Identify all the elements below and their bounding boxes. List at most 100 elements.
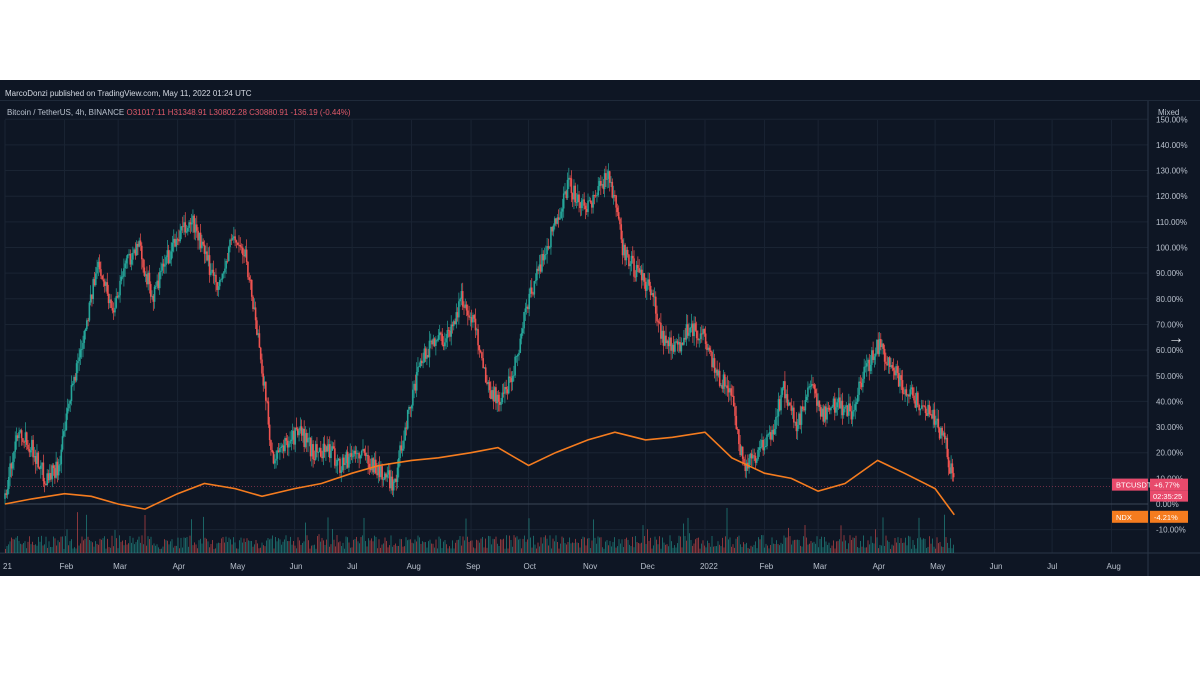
- candle-body: [78, 357, 80, 362]
- volume-bar: [627, 539, 629, 553]
- candle-body: [195, 224, 198, 231]
- volume-bar: [813, 541, 815, 553]
- candle-body: [523, 312, 525, 329]
- candle-body: [565, 191, 568, 199]
- candle-body: [250, 279, 253, 297]
- candle-body: [798, 413, 800, 426]
- chart-canvas[interactable]: -10.00%0.00%10.00%20.00%30.00%40.00%50.0…: [0, 80, 1200, 576]
- candle-body: [506, 389, 509, 394]
- candle-body: [286, 440, 289, 448]
- candle-body: [298, 430, 300, 436]
- symbol-name: Bitcoin / TetherUS, 4h, BINANCE: [7, 108, 125, 117]
- candle-body: [445, 338, 447, 343]
- volume-bar: [810, 540, 812, 553]
- volume-bar: [126, 544, 128, 553]
- volume-bar: [767, 545, 768, 553]
- candle-body: [781, 388, 784, 395]
- candle-body: [239, 244, 242, 247]
- candle-body: [162, 263, 165, 267]
- candle-body: [36, 452, 38, 464]
- candle-body: [629, 263, 631, 267]
- volume-bar: [431, 543, 432, 553]
- volume-bar: [837, 540, 839, 553]
- volume-bar: [60, 536, 62, 553]
- volume-bar: [653, 545, 654, 553]
- candle-body: [336, 459, 339, 466]
- volume-bar: [287, 541, 288, 553]
- candle-body: [541, 253, 543, 272]
- volume-bar: [546, 538, 548, 553]
- volume-bar: [359, 543, 360, 553]
- volume-bar: [522, 538, 524, 553]
- volume-bar: [915, 548, 917, 553]
- volume-bar: [242, 542, 243, 553]
- candle-body: [314, 444, 317, 460]
- volume-bar: [111, 535, 113, 553]
- candle-body: [233, 236, 235, 239]
- volume-bar: [926, 547, 927, 553]
- volume-bar: [687, 517, 689, 553]
- x-tick-label: 21: [3, 562, 12, 571]
- volume-bar: [914, 544, 915, 553]
- volume-bar: [803, 536, 804, 553]
- volume-bar: [344, 548, 345, 553]
- candle-body: [355, 453, 358, 455]
- candle-body: [879, 338, 882, 348]
- candle-body: [603, 173, 606, 190]
- candle-body: [530, 287, 533, 294]
- volume-bar: [849, 535, 851, 553]
- candle-body: [376, 473, 378, 476]
- volume-bar: [501, 539, 503, 553]
- candle-body: [846, 405, 849, 416]
- volume-bar: [779, 545, 780, 553]
- candle-body: [11, 461, 14, 469]
- candle-body: [753, 455, 756, 457]
- volume-bar: [920, 537, 921, 553]
- candle-body: [334, 448, 336, 466]
- candle-body: [327, 444, 330, 452]
- candle-body: [332, 446, 335, 449]
- volume-bar: [347, 537, 348, 553]
- volume-bar: [450, 548, 452, 553]
- candle-body: [842, 408, 845, 416]
- volume-bar: [827, 544, 828, 553]
- candle-body: [630, 255, 633, 264]
- candle-body: [637, 265, 639, 269]
- volume-bar: [900, 538, 902, 553]
- volume-bar: [321, 537, 323, 553]
- candle-body: [178, 239, 180, 242]
- candle-body: [767, 434, 770, 436]
- candle-body: [813, 384, 816, 390]
- scale-mode-toggle[interactable]: Mixed: [1158, 108, 1180, 117]
- volume-bar: [732, 544, 734, 553]
- candle-body: [424, 348, 427, 359]
- candle-body: [913, 395, 915, 401]
- candle-body: [225, 260, 227, 269]
- candle-body: [818, 400, 821, 408]
- volume-bar: [249, 541, 251, 553]
- volume-bar: [114, 529, 116, 553]
- candle-body: [775, 416, 777, 429]
- volume-bar: [33, 545, 35, 553]
- btcusdt-candles: [4, 163, 955, 505]
- scroll-to-realtime-icon[interactable]: →: [1168, 330, 1184, 347]
- candle-body: [419, 360, 422, 367]
- candle-body: [91, 294, 93, 300]
- candle-body: [520, 333, 523, 339]
- volume-bar: [690, 539, 692, 553]
- volume-bar: [393, 545, 395, 553]
- candle-body: [778, 399, 781, 411]
- volume-bar: [75, 548, 77, 553]
- candle-body: [667, 340, 670, 347]
- volume-bar: [641, 542, 642, 553]
- candle-body: [84, 329, 87, 332]
- candle-body: [296, 428, 299, 436]
- candle-body: [33, 456, 36, 458]
- candle-body: [492, 390, 495, 402]
- candle-body: [860, 382, 863, 388]
- candle-body: [48, 473, 51, 481]
- volume-bar: [749, 548, 750, 553]
- volume-bar: [119, 535, 120, 553]
- candle-body: [597, 186, 600, 196]
- candle-body: [423, 348, 426, 363]
